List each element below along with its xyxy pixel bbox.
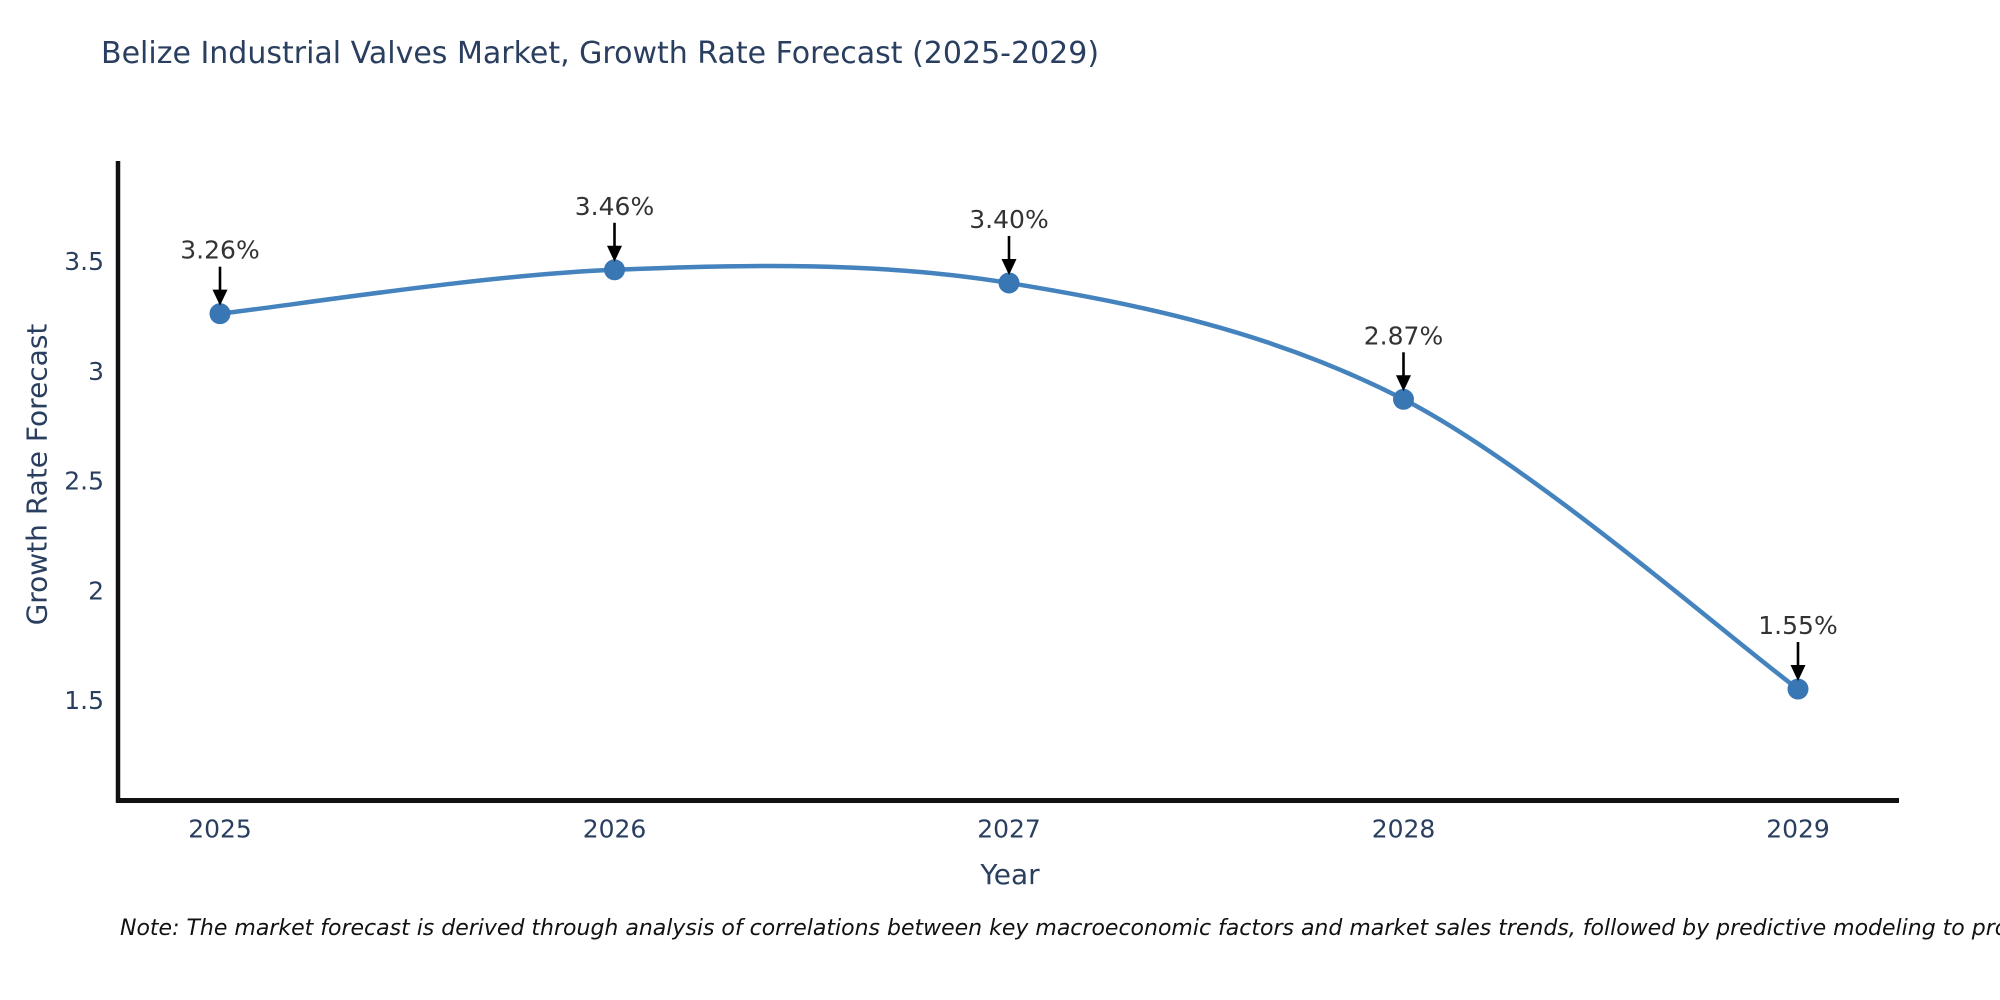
x-axis-title: Year [980, 858, 1040, 891]
data-point-2027[interactable] [998, 272, 1020, 294]
x-tick-label-2025: 2025 [188, 815, 252, 844]
x-tick-label-2028: 2028 [1372, 815, 1436, 844]
annotation-arrowhead-2025 [212, 289, 228, 306]
y-tick-label-1.5: 1.5 [64, 686, 104, 715]
data-label-2029: 1.55% [1758, 611, 1837, 640]
data-point-2026[interactable] [604, 259, 625, 281]
chart-title: Belize Industrial Valves Market, Growth … [101, 36, 1100, 71]
y-tick-label-3.5: 3.5 [64, 247, 104, 276]
y-tick-label-2: 2 [88, 576, 104, 605]
data-label-2025: 3.26% [180, 236, 259, 265]
annotation-arrowhead-2028 [1396, 375, 1411, 392]
x-tick-label-2027: 2027 [977, 815, 1041, 844]
data-label-2027: 3.40% [969, 205, 1048, 234]
data-label-2028: 2.87% [1364, 321, 1443, 350]
annotation-arrowhead-2026 [607, 245, 622, 262]
data-label-2026: 3.46% [575, 192, 654, 221]
data-point-2028[interactable] [1393, 388, 1414, 410]
x-tick-label-2026: 2026 [583, 815, 647, 844]
y-axis-title: Growth Rate Forecast [20, 323, 54, 626]
y-tick-label-3: 3 [88, 357, 104, 386]
data-point-2029[interactable] [1787, 678, 1809, 700]
annotation-arrowhead-2029 [1790, 665, 1806, 682]
x-tick-label-2029: 2029 [1766, 815, 1830, 844]
y-tick-label-2.5: 2.5 [64, 467, 104, 496]
forecast-line [217, 263, 1801, 692]
data-point-2025[interactable] [209, 303, 231, 325]
footnote: Note: The market forecast is derived thr… [120, 916, 2000, 941]
annotation-arrowhead-2027 [1001, 258, 1017, 275]
